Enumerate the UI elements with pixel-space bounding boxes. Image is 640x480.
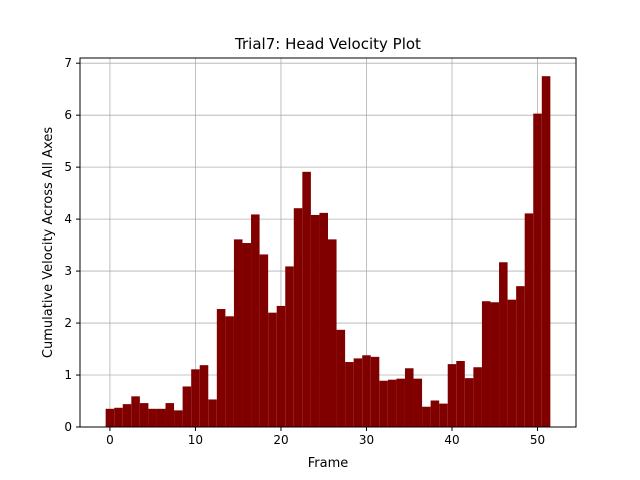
y-tick-label: 3 xyxy=(64,264,72,278)
bar xyxy=(319,212,328,427)
bar xyxy=(191,369,200,427)
bar xyxy=(139,403,149,427)
x-tick-label: 20 xyxy=(273,433,288,447)
bar xyxy=(242,243,252,427)
bar xyxy=(174,410,183,427)
bar xyxy=(122,404,132,427)
bar xyxy=(293,208,303,427)
bar xyxy=(233,239,243,427)
bar xyxy=(131,396,140,427)
bar xyxy=(422,406,431,427)
y-tick-label: 6 xyxy=(64,108,72,122)
bar xyxy=(251,214,260,427)
bar xyxy=(114,407,123,427)
y-tick-label: 0 xyxy=(64,420,72,434)
bar xyxy=(379,380,388,427)
bar xyxy=(387,379,397,427)
x-tick-label: 0 xyxy=(106,433,114,447)
y-tick-label: 5 xyxy=(64,160,72,174)
bar xyxy=(490,302,500,427)
x-tick-label: 40 xyxy=(444,433,459,447)
bar xyxy=(276,305,286,427)
bar xyxy=(285,266,294,427)
bar xyxy=(516,286,525,427)
bar xyxy=(533,113,542,427)
bar xyxy=(396,378,405,427)
x-tick-label: 30 xyxy=(359,433,374,447)
bar xyxy=(336,329,346,427)
y-tick-label: 1 xyxy=(64,368,72,382)
bar xyxy=(464,378,474,427)
bars-group xyxy=(105,76,551,428)
bar xyxy=(208,399,217,427)
bar xyxy=(473,367,482,427)
bar xyxy=(182,386,192,427)
bar xyxy=(225,316,234,427)
bar xyxy=(456,360,465,427)
bar xyxy=(413,378,423,427)
bar xyxy=(524,213,534,427)
bar xyxy=(507,299,517,427)
y-tick-label: 7 xyxy=(64,56,72,70)
bar xyxy=(345,362,354,427)
bar xyxy=(362,355,371,427)
x-axis-label: Frame xyxy=(308,456,349,471)
x-tick-label: 50 xyxy=(530,433,545,447)
y-axis-label: Cumulative Velocity Across All Axes xyxy=(41,127,56,358)
bar xyxy=(328,239,337,427)
bar xyxy=(105,408,115,427)
bar xyxy=(199,365,209,427)
bar xyxy=(310,214,320,427)
bar xyxy=(430,400,440,427)
bar xyxy=(216,309,226,427)
bar xyxy=(353,358,363,427)
y-tick-label: 4 xyxy=(64,212,72,226)
bar xyxy=(404,368,414,427)
bar xyxy=(148,408,157,427)
axis-ticks: 0 10 20 30 40 50 0 1 2 3 4 5 6 7 xyxy=(64,56,545,447)
bar xyxy=(302,171,311,427)
bar xyxy=(259,254,269,427)
chart-title: Trial7: Head Velocity Plot xyxy=(234,35,421,53)
x-tick-label: 10 xyxy=(188,433,203,447)
bar xyxy=(447,364,457,427)
plot-frame xyxy=(79,57,577,428)
bar xyxy=(156,408,166,427)
bar xyxy=(370,356,380,427)
y-tick-label: 2 xyxy=(64,316,72,330)
bar xyxy=(439,403,448,427)
bar xyxy=(541,76,551,428)
bar xyxy=(481,301,491,427)
bar xyxy=(165,403,175,427)
bar xyxy=(268,312,277,427)
bar xyxy=(499,262,508,427)
